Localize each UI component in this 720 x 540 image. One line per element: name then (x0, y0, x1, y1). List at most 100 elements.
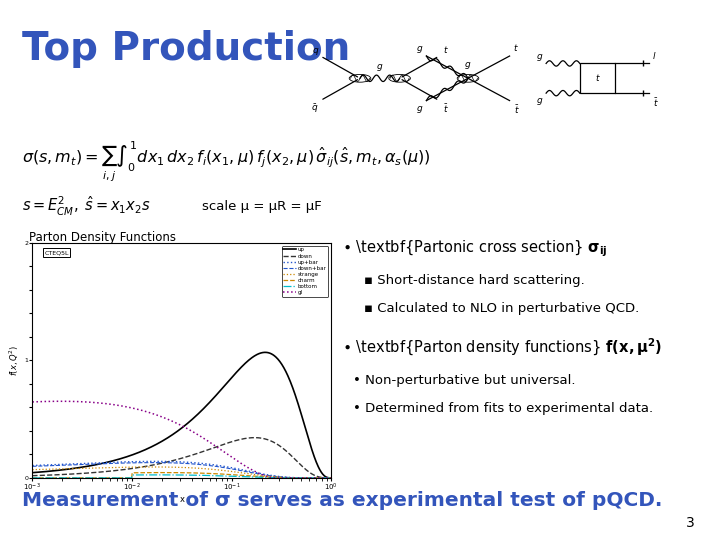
gl (56, 398, 65, 404)
charm (326, 475, 335, 481)
up+bar (91, 460, 100, 466)
down+bar (250, 470, 258, 476)
Text: q: q (312, 45, 318, 55)
down (250, 434, 258, 441)
gl (204, 438, 212, 444)
bottom (45, 475, 54, 481)
up (28, 469, 37, 476)
up (261, 349, 270, 356)
charm (204, 470, 212, 477)
charm (91, 475, 100, 481)
strange (45, 466, 54, 472)
down+bar (91, 461, 100, 467)
up+bar (250, 469, 258, 476)
Text: g: g (417, 104, 423, 112)
Text: $\bar{q}$: $\bar{q}$ (311, 102, 318, 115)
Line: down+bar: down+bar (32, 463, 330, 478)
Line: gl: gl (32, 401, 330, 478)
down+bar (326, 475, 335, 481)
Text: CTEQ5L: CTEQ5L (45, 250, 69, 255)
up (58, 467, 67, 473)
strange (326, 475, 335, 481)
X-axis label: x: x (179, 495, 184, 504)
up+bar (45, 462, 54, 468)
down (91, 469, 100, 476)
strange (91, 465, 100, 471)
down+bar (204, 462, 212, 469)
bottom (326, 475, 335, 481)
bottom (28, 475, 37, 481)
up+bar (326, 475, 335, 481)
bottom (250, 474, 258, 481)
Text: l: l (653, 52, 655, 60)
Text: • Determined from fits to experimental data.: • Determined from fits to experimental d… (353, 402, 653, 415)
down (45, 472, 54, 478)
strange (149, 464, 158, 470)
down+bar (28, 463, 37, 470)
Text: g: g (417, 44, 423, 53)
Text: Top Production: Top Production (22, 30, 350, 68)
Text: $\bar{t}$: $\bar{t}$ (513, 104, 519, 117)
gl (28, 399, 37, 405)
down+bar (149, 460, 158, 466)
up (326, 475, 335, 481)
strange (326, 475, 335, 481)
down (250, 434, 258, 441)
Text: g: g (536, 96, 542, 105)
Text: g: g (465, 60, 471, 70)
Text: t: t (596, 74, 599, 83)
Y-axis label: $f(x,Q^2)$: $f(x,Q^2)$ (8, 345, 22, 376)
Line: up+bar: up+bar (32, 461, 330, 478)
bottom (153, 471, 161, 478)
bottom (204, 472, 212, 479)
Line: bottom: bottom (32, 475, 330, 478)
up+bar (326, 475, 335, 481)
up (250, 353, 258, 360)
Text: $s = E^2_{CM},\;\hat{s} = x_1 x_2 s$: $s = E^2_{CM},\;\hat{s} = x_1 x_2 s$ (22, 194, 150, 218)
Text: t: t (513, 44, 517, 53)
down (58, 471, 67, 478)
up (326, 475, 335, 481)
Text: g: g (377, 62, 382, 71)
Bar (580, 63, 616, 93)
gl (326, 475, 335, 481)
Text: t: t (444, 45, 446, 55)
gl (184, 426, 193, 433)
Line: down: down (32, 437, 330, 478)
Text: $\bullet$ \textbf{Parton density functions} $\mathbf{f(x,\mu^2)}$: $\bullet$ \textbf{Parton density functio… (342, 337, 662, 358)
down+bar (326, 475, 335, 481)
Text: $\sigma(s,m_t) = \sum_{i,j}\int_0^1 dx_1\,dx_2\,f_i(x_1,\mu)\,f_j(x_2,\mu)\,\hat: $\sigma(s,m_t) = \sum_{i,j}\int_0^1 dx_1… (22, 140, 431, 184)
bottom (58, 475, 67, 481)
down (326, 475, 335, 481)
gl (92, 400, 101, 406)
Line: up: up (32, 353, 330, 478)
Text: Measurement of σ serves as experimental test of pQCD.: Measurement of σ serves as experimental … (22, 491, 662, 510)
Text: $\bar{t}$: $\bar{t}$ (653, 96, 659, 109)
charm (250, 473, 258, 480)
bottom (91, 475, 100, 481)
down (326, 475, 335, 481)
Text: scale μ = μR = μF: scale μ = μR = μF (202, 200, 321, 213)
up (203, 401, 212, 408)
Text: 3: 3 (686, 516, 695, 530)
up (45, 468, 54, 475)
up (91, 462, 100, 468)
charm (326, 475, 335, 481)
Text: • Non-perturbative but universal.: • Non-perturbative but universal. (353, 374, 575, 387)
Line: charm: charm (32, 472, 330, 478)
Text: ▪ Calculated to NLO in perturbative QCD.: ▪ Calculated to NLO in perturbative QCD. (364, 302, 639, 315)
down (203, 447, 212, 453)
Text: $\bullet$ \textbf{Partonic cross section} $\mathbf{\sigma_{ij}}$: $\bullet$ \textbf{Partonic cross section… (342, 239, 608, 259)
gl (250, 468, 258, 474)
strange (58, 465, 67, 472)
up+bar (151, 458, 160, 464)
Text: Parton Density Functions: Parton Density Functions (29, 231, 176, 244)
charm (58, 475, 67, 481)
down (28, 472, 37, 479)
gl (269, 475, 277, 481)
Line: strange: strange (32, 467, 330, 478)
up+bar (204, 461, 212, 467)
strange (250, 471, 258, 478)
Text: $\bar{t}$: $\bar{t}$ (444, 102, 449, 115)
up+bar (58, 461, 67, 468)
